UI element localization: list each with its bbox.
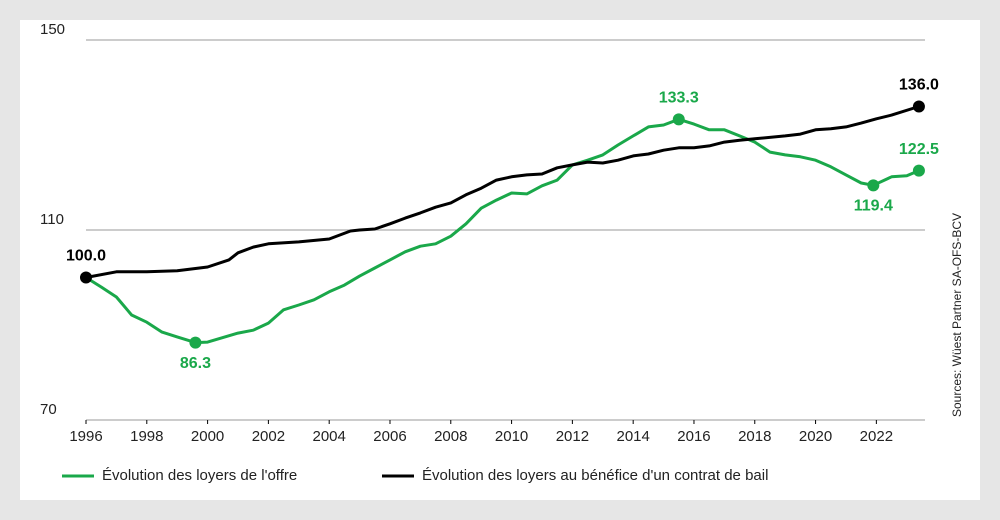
annotation-label: 119.4 (854, 198, 893, 215)
series-line (85, 105, 920, 279)
annotation-label: 133.3 (659, 90, 699, 107)
annotation-dot (189, 336, 202, 349)
x-tick-label: 2016 (677, 428, 710, 445)
annotation-dot (80, 271, 92, 284)
x-tick-label: 2018 (738, 428, 771, 445)
x-tick-label: 2010 (495, 428, 528, 445)
x-tick-label: 2022 (860, 428, 893, 445)
x-tick-label: 2006 (373, 428, 406, 445)
annotation-dot (912, 100, 925, 113)
annotation-label: 86.3 (180, 355, 211, 372)
y-tick-label: 110 (40, 211, 64, 228)
annotation-label: 100.0 (66, 248, 106, 265)
series-line (85, 117, 920, 345)
x-tick-label: 2020 (799, 428, 832, 445)
x-tick-label: 2012 (556, 428, 589, 445)
y-tick-label: 150 (40, 21, 65, 38)
x-tick-label: 2008 (434, 428, 467, 445)
annotation-dot (672, 113, 685, 126)
x-tick-label: 2002 (252, 428, 285, 445)
legend-label: Évolution des loyers au bénéfice d'un co… (422, 467, 768, 484)
x-tick-label: 1998 (130, 428, 163, 445)
annotation-label: 122.5 (899, 141, 939, 158)
annotation-dot (912, 164, 925, 177)
annotation-label: 136.0 (899, 77, 939, 94)
x-tick-label: 2000 (191, 428, 224, 445)
legend-label: Évolution des loyers de l'offre (102, 467, 297, 484)
annotation-dot (867, 179, 880, 192)
y-tick-label: 70 (40, 401, 57, 418)
x-tick-label: 2014 (616, 428, 649, 445)
x-tick-label: 1996 (69, 428, 102, 445)
source: Sources: Wüest Partner SA-OFS-BCV (950, 213, 964, 417)
x-tick-label: 2004 (313, 428, 346, 445)
